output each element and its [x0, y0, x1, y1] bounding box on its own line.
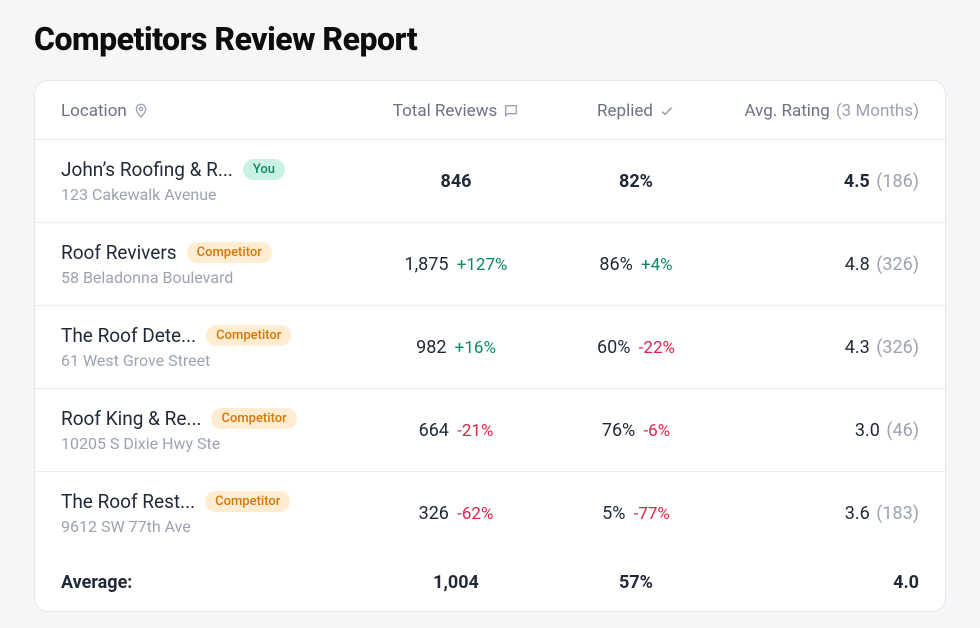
replied-value: 82% [619, 171, 653, 192]
location-name: The Roof Rest... [61, 490, 195, 513]
total-reviews-value: 846 [441, 171, 472, 192]
average-label: Average: [61, 572, 132, 593]
rating-count: (46) [882, 420, 919, 441]
table-row[interactable]: The Roof Dete... Competitor 61 West Grove … [35, 306, 945, 389]
header-avg-rating[interactable]: Avg. Rating (3 Months) [744, 101, 919, 121]
location-pin-icon [133, 103, 149, 119]
rating-count: (186) [872, 171, 919, 192]
table-row[interactable]: John’s Roofing & R... You 123 Cakewalk Ave… [35, 140, 945, 223]
page-title: Competitors Review Report [34, 20, 946, 58]
total-reviews-value: 664 [419, 420, 449, 441]
header-replied[interactable]: Replied [597, 101, 675, 121]
table-average-row: Average: 1,004 57% 4.0 [35, 554, 945, 611]
header-avg-rating-suffix: (3 Months) [836, 101, 919, 121]
total-reviews-value: 982 [416, 337, 446, 358]
chat-icon [503, 103, 519, 119]
table-header: Location Total Reviews Replied [35, 81, 945, 140]
location-name: The Roof Dete... [61, 324, 196, 347]
rating-value: 4.8 [845, 254, 870, 275]
table-row[interactable]: Roof King & Re... Competitor 10205 S Dixie… [35, 389, 945, 472]
average-replied: 57% [619, 572, 653, 593]
header-replied-label: Replied [597, 101, 653, 121]
replied-delta: -22% [634, 338, 674, 358]
replied-delta: +4% [637, 255, 673, 275]
competitor-badge: Competitor [187, 242, 272, 263]
table-row[interactable]: The Roof Rest... Competitor 9612 SW 77th A… [35, 472, 945, 554]
rating-count: (326) [872, 254, 919, 275]
header-total-reviews-label: Total Reviews [393, 101, 498, 121]
average-reviews: 1,004 [433, 572, 479, 593]
rating-count: (326) [872, 337, 919, 358]
you-badge: You [243, 159, 285, 180]
total-reviews-delta: -62% [453, 504, 493, 524]
table-row[interactable]: Roof Revivers Competitor 58 Beladonna Boul… [35, 223, 945, 306]
location-address: 10205 S Dixie Hwy Ste [61, 434, 361, 453]
replied-value: 86% [599, 254, 632, 275]
replied-value: 76% [602, 420, 635, 441]
total-reviews-delta: +16% [450, 338, 495, 358]
location-name: Roof King & Re... [61, 407, 201, 430]
rating-value: 3.0 [855, 420, 880, 441]
total-reviews-delta: +127% [453, 255, 508, 275]
competitor-badge: Competitor [205, 491, 290, 512]
header-avg-rating-label: Avg. Rating [744, 101, 829, 121]
replied-value: 60% [597, 337, 630, 358]
rating-value: 4.5 [844, 171, 870, 192]
header-location-label: Location [61, 101, 127, 121]
replied-value: 5% [602, 503, 625, 524]
location-address: 9612 SW 77th Ave [61, 517, 361, 536]
total-reviews-value: 1,875 [405, 254, 449, 275]
replied-delta: -6% [639, 421, 670, 441]
competitors-table: Location Total Reviews Replied [34, 80, 946, 612]
rating-value: 3.6 [845, 503, 870, 524]
check-icon [659, 103, 675, 119]
location-name: Roof Revivers [61, 241, 177, 264]
rating-count: (183) [872, 503, 919, 524]
average-rating: 4.0 [893, 572, 919, 593]
header-total-reviews[interactable]: Total Reviews [393, 101, 520, 121]
replied-delta: -77% [629, 504, 669, 524]
total-reviews-value: 326 [419, 503, 449, 524]
header-location[interactable]: Location [61, 101, 149, 121]
competitor-badge: Competitor [206, 325, 291, 346]
location-address: 61 West Grove Street [61, 351, 361, 370]
competitor-badge: Competitor [211, 408, 296, 429]
location-name: John’s Roofing & R... [61, 158, 233, 181]
total-reviews-delta: -21% [453, 421, 493, 441]
location-address: 123 Cakewalk Avenue [61, 185, 361, 204]
rating-value: 4.3 [845, 337, 870, 358]
location-address: 58 Beladonna Boulevard [61, 268, 361, 287]
